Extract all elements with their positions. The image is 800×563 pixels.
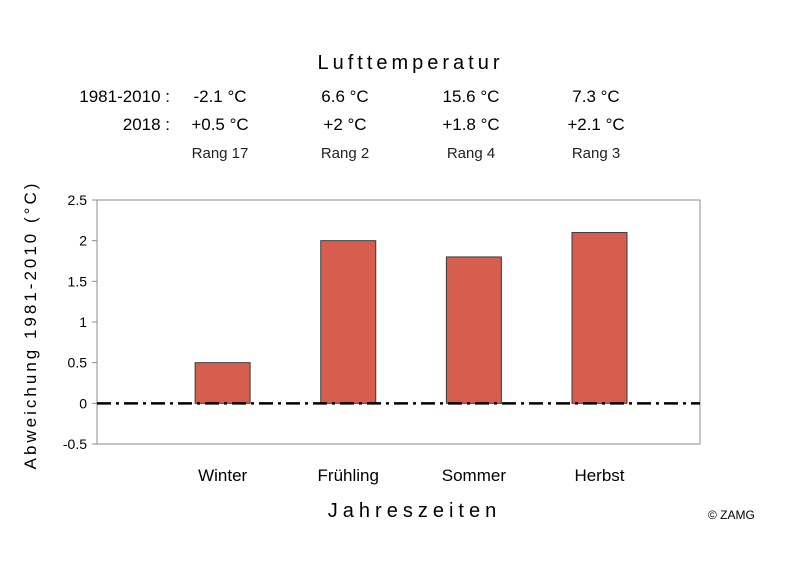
bar <box>194 362 251 404</box>
y-tick-label: 1.5 <box>68 273 88 289</box>
x-tick-label: Sommer <box>442 466 507 485</box>
bar <box>320 240 377 404</box>
y-tick-label: -0.5 <box>63 436 87 452</box>
x-tick-label: Frühling <box>318 466 379 485</box>
normal-sommer: 15.6 °C <box>442 87 500 106</box>
rang-herbst: Rang 3 <box>571 145 621 162</box>
row-label-1981-2010: 1981-2010 : <box>79 87 170 106</box>
anomaly-fruehling: +2 °C <box>323 115 367 134</box>
normal-fruehling: 6.6 °C <box>321 87 369 106</box>
rang-winter: Rang 17 <box>191 145 249 162</box>
x-tick-label: Herbst <box>574 466 624 485</box>
chart-title: Lufttemperatur <box>317 52 504 74</box>
copyright-notice: © ZAMG <box>708 508 755 522</box>
row-label-2018: 2018 : <box>122 115 170 134</box>
normal-winter: -2.1 °C <box>193 87 247 106</box>
bar <box>445 256 502 404</box>
normal-herbst: 7.3 °C <box>572 87 620 106</box>
rang-fruehling: Rang 2 <box>320 145 370 162</box>
y-tick-label: 0 <box>79 395 87 411</box>
x-tick-label: Winter <box>198 466 247 485</box>
y-tick-label: 2 <box>79 233 87 249</box>
rang-sommer: Rang 4 <box>446 145 496 162</box>
x-axis-label: Jahreszeiten <box>327 500 502 522</box>
y-tick-label: 1 <box>79 314 87 330</box>
y-tick-label: 0.5 <box>68 355 88 371</box>
anomaly-sommer: +1.8 °C <box>442 115 500 134</box>
anomaly-winter: +0.5 °C <box>191 115 249 134</box>
y-tick-label: 2.5 <box>68 192 88 208</box>
anomaly-herbst: +2.1 °C <box>567 115 625 134</box>
bar <box>571 232 628 404</box>
